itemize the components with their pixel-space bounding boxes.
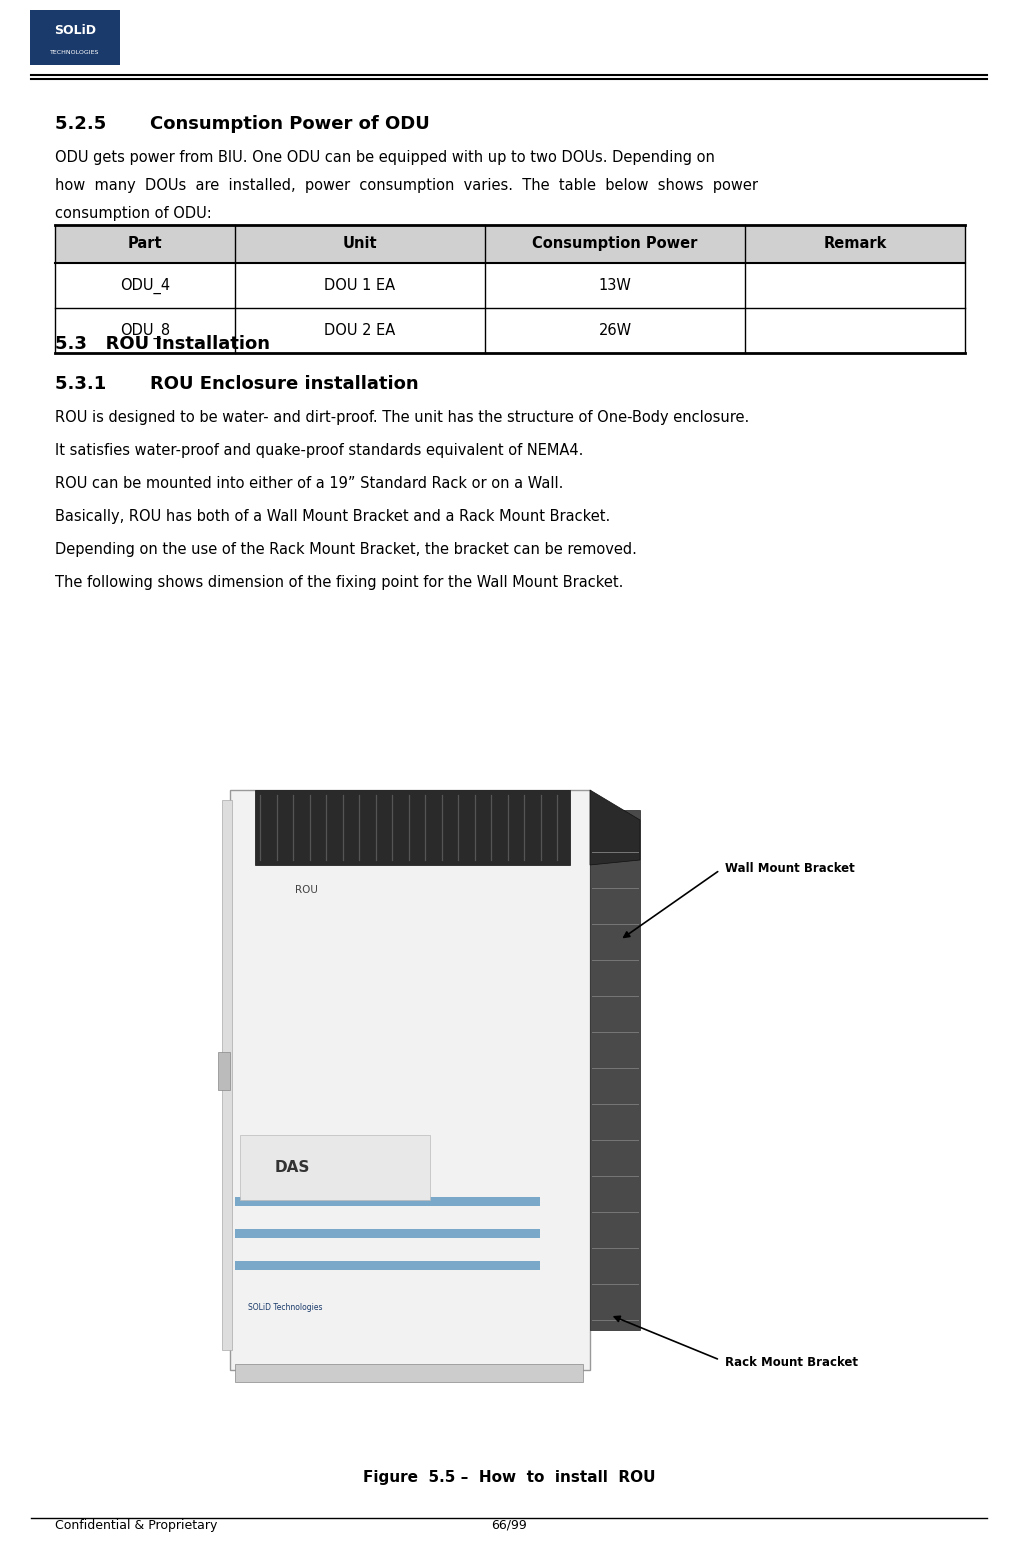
- FancyBboxPatch shape: [222, 800, 232, 1349]
- Text: 5.3   ROU Installation: 5.3 ROU Installation: [55, 335, 270, 353]
- Text: DOU 1 EA: DOU 1 EA: [325, 278, 396, 293]
- Text: how  many  DOUs  are  installed,  power  consumption  varies.  The  table  below: how many DOUs are installed, power consu…: [55, 178, 758, 193]
- Text: Consumption Power: Consumption Power: [532, 237, 697, 251]
- FancyBboxPatch shape: [254, 789, 570, 864]
- Text: consumption of ODU:: consumption of ODU:: [55, 206, 212, 222]
- Text: Wall Mount Bracket: Wall Mount Bracket: [725, 861, 855, 875]
- Text: ROU: ROU: [295, 885, 318, 895]
- Text: Part: Part: [127, 237, 162, 251]
- Text: Depending on the use of the Rack Mount Bracket, the bracket can be removed.: Depending on the use of the Rack Mount B…: [55, 541, 637, 557]
- FancyBboxPatch shape: [218, 1051, 230, 1090]
- Text: ROU can be mounted into either of a 19” Standard Rack or on a Wall.: ROU can be mounted into either of a 19” …: [55, 476, 563, 491]
- Text: SOLiD Technologies: SOLiD Technologies: [248, 1303, 323, 1312]
- Text: ROU is designed to be water- and dirt-proof. The unit has the structure of One-B: ROU is designed to be water- and dirt-pr…: [55, 410, 749, 424]
- Text: ODU_4: ODU_4: [120, 278, 170, 293]
- Text: Confidential & Proprietary: Confidential & Proprietary: [55, 1519, 218, 1532]
- Text: SOLiD: SOLiD: [54, 23, 96, 37]
- FancyBboxPatch shape: [230, 789, 590, 1370]
- Text: 66/99: 66/99: [491, 1519, 527, 1532]
- Text: Unit: Unit: [343, 237, 378, 251]
- FancyBboxPatch shape: [235, 1197, 540, 1206]
- FancyBboxPatch shape: [235, 1363, 583, 1382]
- Text: Rack Mount Bracket: Rack Mount Bracket: [725, 1356, 858, 1368]
- Text: 26W: 26W: [599, 323, 631, 339]
- Text: 5.2.5       Consumption Power of ODU: 5.2.5 Consumption Power of ODU: [55, 115, 430, 133]
- Text: Figure  5.5 –  How  to  install  ROU: Figure 5.5 – How to install ROU: [362, 1470, 656, 1485]
- FancyBboxPatch shape: [235, 1260, 540, 1270]
- Polygon shape: [590, 789, 640, 864]
- Text: DAS: DAS: [275, 1161, 310, 1175]
- Text: The following shows dimension of the fixing point for the Wall Mount Bracket.: The following shows dimension of the fix…: [55, 576, 623, 590]
- Text: DOU 2 EA: DOU 2 EA: [325, 323, 396, 339]
- FancyBboxPatch shape: [30, 9, 120, 66]
- Text: ODU gets power from BIU. One ODU can be equipped with up to two DOUs. Depending : ODU gets power from BIU. One ODU can be …: [55, 150, 715, 165]
- FancyBboxPatch shape: [235, 1229, 540, 1239]
- Text: TECHNOLOGIES: TECHNOLOGIES: [50, 50, 100, 55]
- Text: 13W: 13W: [599, 278, 631, 293]
- FancyBboxPatch shape: [240, 1136, 430, 1200]
- Text: It satisfies water-proof and quake-proof standards equivalent of NEMA4.: It satisfies water-proof and quake-proof…: [55, 443, 583, 459]
- FancyBboxPatch shape: [590, 810, 640, 1331]
- Text: 5.3.1       ROU Enclosure installation: 5.3.1 ROU Enclosure installation: [55, 374, 418, 393]
- Text: Basically, ROU has both of a Wall Mount Bracket and a Rack Mount Bracket.: Basically, ROU has both of a Wall Mount …: [55, 509, 610, 524]
- Text: ODU_8: ODU_8: [120, 323, 170, 339]
- Text: Remark: Remark: [824, 237, 887, 251]
- FancyBboxPatch shape: [55, 225, 965, 264]
